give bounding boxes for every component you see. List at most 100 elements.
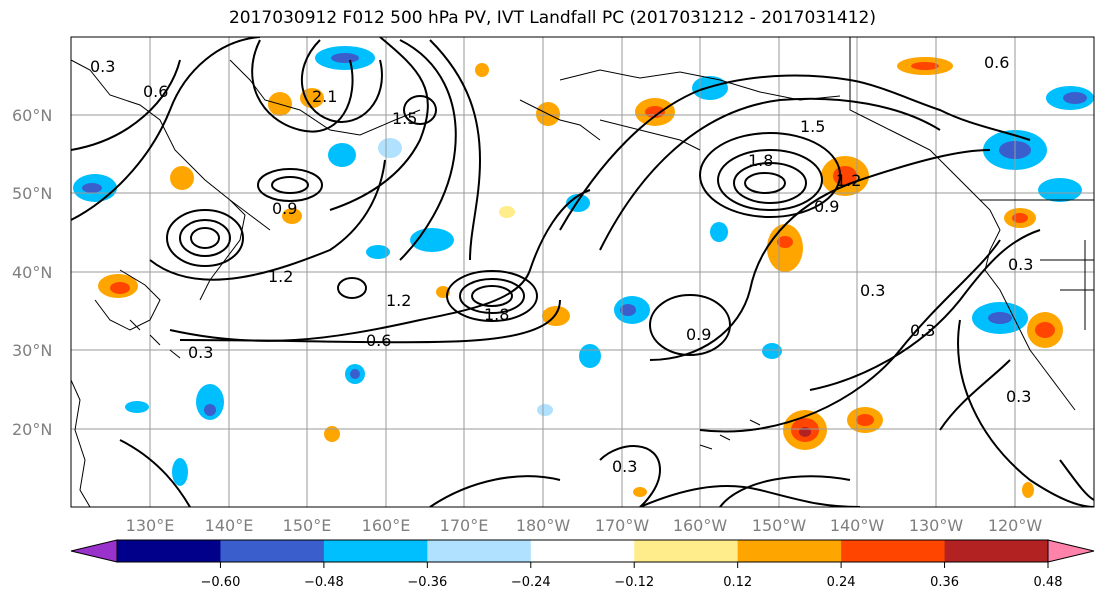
lon-label: 180°W [516, 516, 571, 535]
positive-anomaly [1022, 482, 1034, 498]
colorbar: −0.60 −0.48 −0.36 −0.24 −0.12 0.12 0.24 0.36 0.4… [70, 539, 1095, 590]
contour-label: 2.1 [312, 87, 337, 106]
negative-anomaly [82, 183, 102, 193]
contour-label: 1.2 [836, 171, 861, 190]
map-title: 2017030912 F012 500 hPa PV, IVT Landfall… [228, 8, 876, 28]
colorbar-segment [117, 540, 221, 562]
positive-anomaly [110, 282, 130, 294]
contour-label: 0.3 [612, 457, 637, 476]
contour-label: 0.3 [1006, 387, 1031, 406]
colorbar-tick-label: −0.60 [201, 575, 241, 590]
lat-label: 20°N [12, 420, 52, 439]
negative-anomaly [378, 138, 402, 158]
contour-label: 0.3 [90, 57, 115, 76]
colorbar-extend-high [1047, 539, 1095, 563]
colorbar-tick-label: 0.24 [827, 575, 856, 590]
colorbar-segment [944, 540, 1049, 562]
colorbar-tick-label: −0.36 [407, 575, 447, 590]
contour-label: 0.3 [860, 281, 885, 300]
negative-anomaly [1063, 92, 1087, 104]
lon-label: 130°E [126, 516, 175, 535]
negative-anomaly [988, 312, 1012, 324]
lon-label: 160°E [362, 516, 411, 535]
contour-label: 0.6 [143, 82, 168, 101]
contour-label: 1.8 [484, 305, 509, 324]
negative-anomaly [762, 343, 782, 359]
positive-anomaly [324, 426, 340, 442]
positive-anomaly [300, 88, 324, 108]
lon-label: 150°W [752, 516, 807, 535]
contour-label: 0.6 [984, 53, 1009, 72]
lon-label: 170°E [440, 516, 489, 535]
lat-label: 60°N [12, 106, 52, 125]
contour-label: 0.3 [188, 343, 213, 362]
contour-label: 1.8 [748, 151, 773, 170]
contour-label: 0.3 [910, 321, 935, 340]
colorbar-segment [220, 540, 325, 562]
positive-anomaly [911, 62, 939, 70]
contour-label: 1.2 [386, 291, 411, 310]
colorbar-segment [841, 540, 946, 562]
positive-anomaly [856, 414, 874, 426]
contour-label: 0.9 [272, 199, 297, 218]
negative-anomaly [566, 194, 590, 212]
colorbar-tick-label: 0.36 [930, 575, 959, 590]
negative-anomaly [350, 369, 360, 379]
negative-anomaly [366, 245, 390, 259]
negative-anomaly [196, 384, 224, 420]
positive-anomaly [1012, 213, 1028, 223]
colorbar-tick-label: 0.48 [1034, 575, 1063, 590]
colorbar-tick-label: 0.12 [723, 575, 752, 590]
lon-label: 150°E [283, 516, 332, 535]
longitude-labels: 130°E 140°E 150°E 160°E 170°E 180°W 170°… [126, 516, 1043, 535]
map-frame [70, 36, 1095, 508]
lon-label: 170°W [595, 516, 650, 535]
colorbar-tick-label: −0.24 [511, 575, 551, 590]
negative-anomaly [620, 304, 636, 316]
latitude-labels: 60°N 50°N 40°N 30°N 20°N [12, 106, 52, 439]
negative-anomaly [537, 404, 553, 416]
contour-label: 1.2 [268, 267, 293, 286]
colorbar-tick-label: −0.12 [614, 575, 654, 590]
lon-label: 140°W [830, 516, 885, 535]
negative-anomaly [328, 143, 356, 167]
shaded-anomalies [73, 46, 1094, 498]
negative-anomaly [692, 76, 728, 100]
positive-anomaly [633, 487, 647, 497]
positive-anomaly [499, 206, 515, 218]
colorbar-outline [116, 539, 1049, 563]
contour-label: 1.5 [800, 117, 825, 136]
colorbar-segment [427, 540, 532, 562]
negative-anomaly [204, 404, 216, 416]
negative-anomaly [579, 344, 601, 368]
colorbar-segment [737, 540, 842, 562]
contour-label: 0.9 [814, 197, 839, 216]
colorbar-extend-low [70, 539, 118, 563]
contour-label: 0.3 [1008, 255, 1033, 274]
contour-label: 0.6 [366, 331, 391, 350]
lat-label: 50°N [12, 184, 52, 203]
colorbar-segment [323, 540, 428, 562]
lat-label: 30°N [12, 341, 52, 360]
pv-contours [71, 37, 1094, 507]
contour-label: 0.9 [686, 325, 711, 344]
colorbar-tick-label: −0.48 [304, 575, 344, 590]
contour-labels: 0.3 0.6 0.9 1.2 1.5 1.8 2.1 0.3 0.6 0.9 … [90, 53, 1033, 476]
negative-anomaly [1038, 178, 1082, 202]
colorbar-segment [530, 540, 635, 562]
positive-anomaly [170, 166, 194, 190]
negative-anomaly [331, 53, 359, 63]
colorbar-segment [634, 540, 739, 562]
contour-label: 1.5 [392, 109, 417, 128]
lon-label: 160°W [673, 516, 728, 535]
positive-anomaly [777, 236, 793, 248]
positive-anomaly [1035, 322, 1055, 338]
lon-label: 120°W [988, 516, 1043, 535]
positive-anomaly [475, 63, 489, 77]
positive-anomaly [282, 208, 302, 224]
negative-anomaly [125, 401, 149, 413]
negative-anomaly [172, 458, 188, 486]
lon-label: 130°W [909, 516, 964, 535]
lat-label: 40°N [12, 263, 52, 282]
